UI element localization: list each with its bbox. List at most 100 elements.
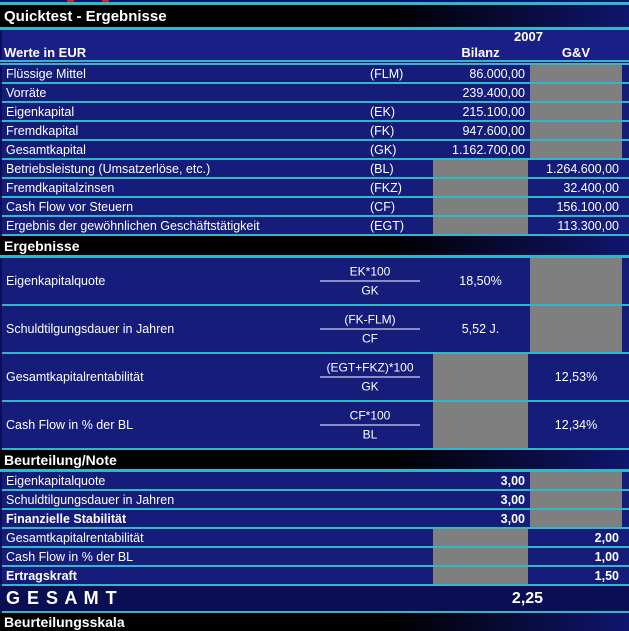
row-label: Fremdkapitalzinsen [6, 180, 115, 195]
input-row: Cash Flow vor Steuern (CF) 156.100,00 [2, 198, 629, 217]
gv-value-cell[interactable] [530, 65, 622, 82]
input-row: Fremdkapital (FK) 947.600,00 [2, 122, 629, 141]
input-row: Eigenkapital (EK) 215.100,00 [2, 103, 629, 122]
section-header-beurteilung: Beurteilung/Note [0, 450, 629, 472]
section-header-beurteilungsskala: Beurteilungsskala [0, 613, 629, 631]
formula-denominator: GK [361, 283, 379, 298]
bilanz-value-cell[interactable] [433, 179, 528, 196]
formula-denominator: GK [361, 379, 379, 394]
row-label: Flüssige Mittel [6, 66, 86, 81]
row-label: Betriebsleistung (Umsatzerlöse, etc.) [6, 161, 211, 176]
note-row: Finanzielle Stabilität 3,00 [2, 510, 629, 529]
bilanz-value-cell[interactable]: 86.000,00 [469, 66, 525, 81]
ratio-row: Cash Flow in % der BL 12,34% CF*100 BL [2, 402, 629, 450]
formula-denominator: CF [362, 331, 378, 346]
input-row: Gesamtkapital (GK) 1.162.700,00 [2, 141, 629, 160]
total-value-cell[interactable]: 2,25 [511, 589, 544, 607]
row-label: Cash Flow vor Steuern [6, 199, 134, 214]
input-row: Flüssige Mittel (FLM) 86.000,00 [2, 65, 629, 84]
gv-value-cell[interactable]: 156.100,00 [556, 199, 619, 214]
column-header-gv: G&V [561, 44, 591, 60]
bilanz-note-cell[interactable] [433, 529, 528, 546]
row-code: (FK) [370, 123, 395, 138]
section-header-quicktest: Quicktest - Ergebnisse [0, 5, 629, 30]
bilanz-value-cell[interactable]: 947.600,00 [462, 123, 525, 138]
section-header-ergebnisse: Ergebnisse [0, 236, 629, 258]
bilanz-value-cell[interactable]: 239.400,00 [462, 85, 525, 100]
formula-fraction: EK*100 GK [315, 265, 425, 298]
row-code: (FLM) [370, 66, 404, 81]
gv-value-cell[interactable]: 113.300,00 [557, 218, 619, 233]
row-code: (EK) [370, 104, 395, 119]
formula-fraction: CF*100 BL [315, 409, 425, 442]
double-divider-line [0, 60, 629, 65]
total-label: G E S A M T [6, 588, 118, 608]
total-row: G E S A M T 2,25 [2, 586, 629, 613]
bilanz-ratio-cell[interactable]: 5,52 J. [461, 322, 500, 336]
note-label: Finanzielle Stabilität [6, 511, 127, 526]
fraction-line [320, 280, 420, 282]
bilanz-value-cell[interactable] [433, 198, 528, 215]
gv-value-cell[interactable]: 32.400,00 [563, 180, 619, 195]
gv-ratio-cell[interactable]: 12,34% [554, 418, 598, 432]
note-label: Eigenkapitalquote [6, 473, 106, 488]
row-label: Eigenkapital [6, 104, 75, 119]
bilanz-note-cell[interactable]: 3,00 [500, 492, 525, 507]
formula-denominator: BL [362, 427, 378, 442]
row-label: Gesamtkapital [6, 142, 86, 157]
input-row: Fremdkapitalzinsen (FKZ) 32.400,00 [2, 179, 629, 198]
input-row: Ergebnis der gewöhnlichen Geschäftstätig… [2, 217, 629, 236]
gv-note-cell[interactable]: 1,50 [594, 568, 619, 583]
formula-numerator: CF*100 [349, 408, 391, 423]
bilanz-note-cell[interactable]: 3,00 [500, 473, 525, 488]
gv-ratio-cell[interactable] [530, 306, 622, 352]
gv-note-cell[interactable] [530, 491, 622, 508]
fraction-line [320, 376, 420, 378]
year-label: 2007 [514, 29, 543, 44]
note-row: Ertragskraft 1,50 [2, 567, 629, 586]
bilanz-note-cell[interactable]: 3,00 [500, 511, 525, 526]
ratio-label: Cash Flow in % der BL [6, 418, 134, 432]
gv-value-cell[interactable]: 1.264.600,00 [546, 161, 619, 176]
fraction-line [320, 328, 420, 330]
bilanz-ratio-cell[interactable]: 18,50% [459, 274, 502, 288]
gv-note-cell[interactable]: 1,00 [594, 549, 619, 564]
row-label: Vorräte [6, 85, 47, 100]
note-label: Gesamtkapitalrentabilität [6, 530, 144, 545]
gv-note-cell[interactable] [530, 510, 622, 527]
note-row: Gesamtkapitalrentabilität 2,00 [2, 529, 629, 548]
bilanz-note-cell[interactable] [433, 567, 528, 584]
bilanz-value-cell[interactable] [433, 160, 528, 177]
formula-fraction: (EGT+FKZ)*100 GK [315, 361, 425, 394]
gv-value-cell[interactable] [530, 122, 622, 139]
row-code: (EGT) [370, 218, 405, 233]
bilanz-value-cell[interactable] [433, 217, 528, 234]
bilanz-ratio-cell[interactable] [433, 402, 528, 448]
gv-note-cell[interactable]: 2,00 [594, 530, 619, 545]
input-row: Vorräte 239.400,00 [2, 84, 629, 103]
note-label: Cash Flow in % der BL [6, 549, 134, 564]
gv-value-cell[interactable] [530, 103, 622, 120]
note-label: Schuldtilgungsdauer in Jahren [6, 492, 175, 507]
row-code: (BL) [370, 161, 394, 176]
bilanz-note-cell[interactable] [433, 548, 528, 565]
gv-ratio-cell[interactable] [530, 258, 622, 304]
gv-value-cell[interactable] [530, 141, 622, 158]
gv-value-cell[interactable] [530, 84, 622, 101]
bilanz-value-cell[interactable]: 215.100,00 [462, 104, 525, 119]
gv-note-cell[interactable] [530, 472, 622, 489]
values-in-eur-label: Werte in EUR [4, 44, 87, 60]
column-header-bilanz: Bilanz [461, 44, 500, 60]
formula-numerator: (FK-FLM) [344, 312, 396, 327]
ratio-row: Schuldtilgungsdauer in Jahren 5,52 J. (F… [2, 306, 629, 354]
bilanz-ratio-cell[interactable] [433, 354, 528, 400]
bilanz-value-cell[interactable]: 1.162.700,00 [452, 142, 525, 157]
row-label: Ergebnis der gewöhnlichen Geschäftstätig… [6, 218, 260, 233]
ratio-label: Eigenkapitalquote [6, 274, 106, 288]
red-artifact-mark [102, 0, 109, 2]
ratio-label: Gesamtkapitalrentabilität [6, 370, 144, 384]
gv-ratio-cell[interactable]: 12,53% [554, 370, 598, 384]
red-artifact-mark [67, 0, 74, 2]
fraction-line [320, 424, 420, 426]
